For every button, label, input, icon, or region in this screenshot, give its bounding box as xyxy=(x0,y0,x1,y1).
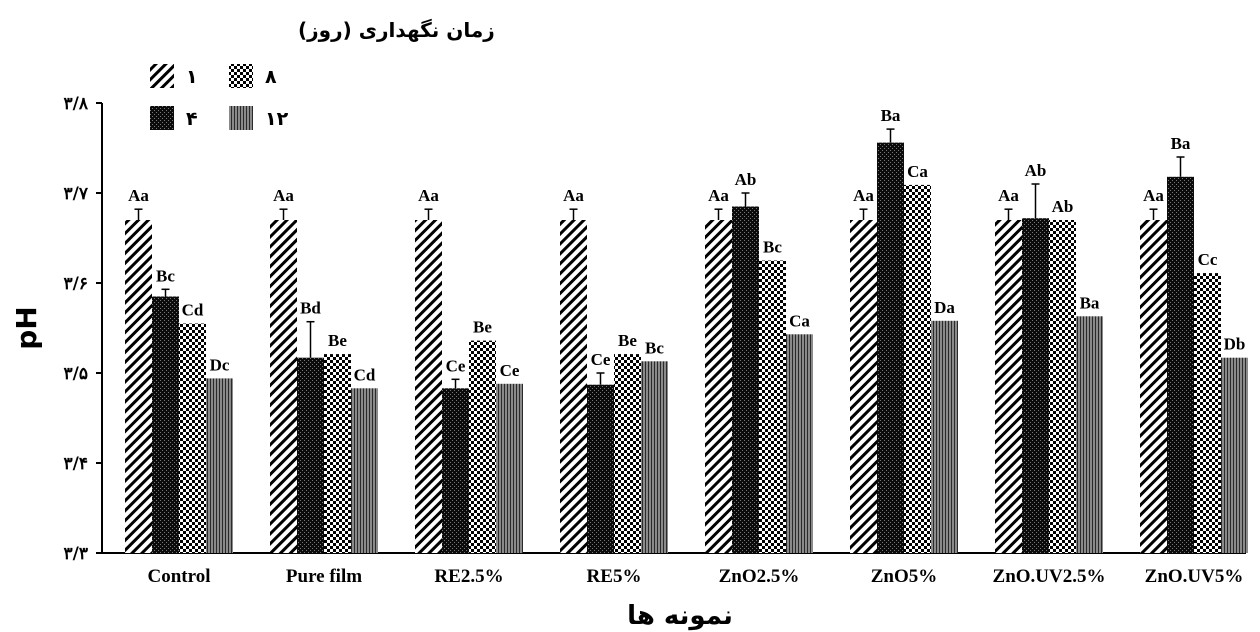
bar xyxy=(1022,218,1049,553)
data-label: Cc xyxy=(1198,250,1218,269)
y-ticks: ۳/۳ ۳/۴ ۳/۵ ۳/۶ ۳/۷ ۳/۸ xyxy=(64,94,102,564)
data-label: Bc xyxy=(645,338,664,357)
data-label: Ce xyxy=(591,350,611,369)
bar xyxy=(297,357,324,553)
data-label: Db xyxy=(1224,335,1246,354)
x-tick-label: ZnO5% xyxy=(871,566,938,587)
data-label: Aa xyxy=(1143,186,1164,205)
bar xyxy=(732,206,759,553)
y-axis-title: pH xyxy=(10,306,43,349)
x-tick-label: ZnO.UV2.5% xyxy=(993,566,1106,587)
legend-label: ۸ xyxy=(265,66,277,88)
legend-swatch xyxy=(229,106,253,130)
data-label: Ba xyxy=(881,106,901,125)
y-tick-label: ۳/۵ xyxy=(64,364,88,384)
bar xyxy=(206,378,233,553)
y-tick-label: ۳/۷ xyxy=(64,184,89,204)
bar xyxy=(931,320,958,553)
data-label: Bd xyxy=(300,299,321,318)
legend-label: ۱ xyxy=(186,66,198,88)
data-label: Aa xyxy=(273,186,294,205)
x-tick-label: ZnO2.5% xyxy=(719,566,800,587)
bar xyxy=(705,220,732,553)
bar xyxy=(442,388,469,553)
legend-swatch xyxy=(150,64,174,88)
data-label: Ba xyxy=(1171,134,1191,153)
y-tick-label: ۳/۶ xyxy=(64,274,88,294)
data-label: Cd xyxy=(354,365,376,384)
bars: Aa Bc Cd Dc Aa Bd Be Cd Aa Ce Be Ce Aa Ce Be Bc Aa Ab Bc Ca… xyxy=(125,106,1248,554)
data-label: Aa xyxy=(853,186,874,205)
bar xyxy=(995,220,1022,553)
data-label: Cd xyxy=(182,301,204,320)
bar xyxy=(1221,357,1248,553)
x-tick-label: Control xyxy=(148,566,211,587)
data-label: Dc xyxy=(210,355,230,374)
bar xyxy=(904,184,931,553)
data-label: Ab xyxy=(1025,161,1047,180)
bar xyxy=(1049,220,1076,553)
data-label: Ca xyxy=(907,162,928,181)
data-label: Aa xyxy=(563,186,584,205)
data-label: Da xyxy=(934,298,955,317)
y-tick-label: ۳/۸ xyxy=(64,94,89,114)
data-label: Be xyxy=(473,318,492,337)
data-label: Aa xyxy=(418,186,439,205)
bar xyxy=(850,220,877,553)
x-tick-label: RE5% xyxy=(587,566,642,587)
data-label: Aa xyxy=(708,186,729,205)
data-label: Ba xyxy=(1080,293,1100,312)
y-tick-label: ۳/۳ xyxy=(64,544,88,564)
x-tick-label: RE2.5% xyxy=(434,566,503,587)
legend: زمان نگهداری (روز) ۱ ۸ ۴ ۱۲ xyxy=(150,18,495,130)
bar xyxy=(641,361,668,553)
data-label: Bc xyxy=(156,266,175,285)
x-axis-title: نمونه ها xyxy=(627,601,733,631)
bar xyxy=(587,384,614,553)
bar xyxy=(614,354,641,553)
bar xyxy=(759,260,786,553)
data-label: Ab xyxy=(1052,197,1074,216)
bar xyxy=(1140,220,1167,553)
bar xyxy=(1194,273,1221,553)
bar xyxy=(125,220,152,553)
data-label: Ce xyxy=(446,356,466,375)
x-tick-label: ZnO.UV5% xyxy=(1145,566,1244,587)
x-tick-labels: Control Pure film RE2.5% RE5% ZnO2.5% ZnO5% Zn… xyxy=(148,566,1244,587)
data-label: Ce xyxy=(500,361,520,380)
data-label: Be xyxy=(618,331,637,350)
data-label: Ca xyxy=(789,311,810,330)
legend-label: ۴ xyxy=(186,108,198,130)
bar xyxy=(786,334,813,553)
bar xyxy=(324,354,351,553)
data-label: Bc xyxy=(763,238,782,257)
legend-swatch xyxy=(229,64,253,88)
bar xyxy=(469,340,496,553)
bar xyxy=(152,296,179,553)
bar xyxy=(270,220,297,553)
legend-label: ۱۲ xyxy=(265,108,289,130)
data-label: Aa xyxy=(128,186,149,205)
data-label: Be xyxy=(328,331,347,350)
bar xyxy=(351,388,378,553)
bar xyxy=(1167,176,1194,554)
bar xyxy=(560,220,587,553)
y-tick-label: ۳/۴ xyxy=(64,454,88,474)
bar xyxy=(415,220,442,553)
bar xyxy=(1076,316,1103,553)
data-label: Ab xyxy=(735,170,757,189)
legend-title: زمان نگهداری (روز) xyxy=(298,18,495,42)
x-tick-label: Pure film xyxy=(286,566,362,587)
bar xyxy=(496,383,523,553)
bar xyxy=(179,323,206,553)
data-label: Aa xyxy=(998,186,1019,205)
legend-swatch xyxy=(150,106,174,130)
bar xyxy=(877,142,904,553)
